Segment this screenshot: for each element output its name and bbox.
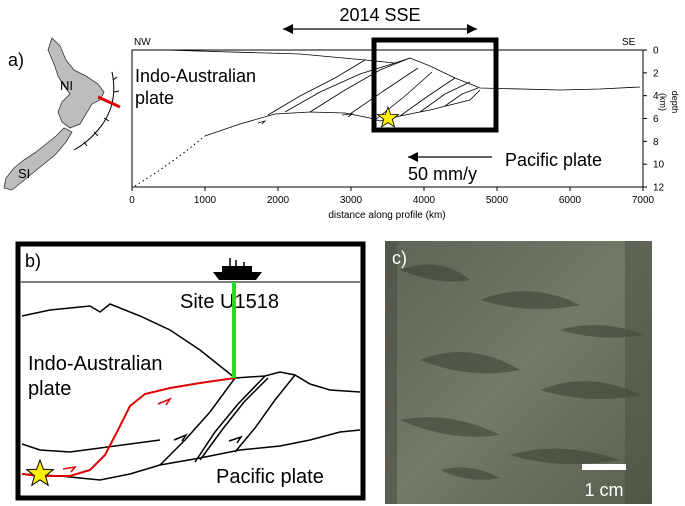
north-island-shape [47, 37, 105, 129]
x-tick-label: 7000 [632, 195, 655, 206]
core-texture [400, 264, 645, 480]
south-island-shape [3, 127, 73, 191]
south-island-label: SI [18, 166, 30, 181]
y-tick-label: 6 [653, 114, 659, 125]
new-zealand-map: NI SI [3, 37, 121, 191]
slip-sense-arrow [62, 465, 77, 473]
x-tick-label: 6000 [559, 195, 582, 206]
upper-thrust-line [21, 439, 161, 453]
site-label: Site U1518 [180, 291, 279, 313]
seafloor-line [21, 303, 361, 393]
indo-australian-label-line2: plate [135, 88, 174, 108]
core-edge-right [625, 241, 652, 504]
y-tick-label: 0 [653, 46, 659, 57]
plate-interface-line [21, 429, 361, 481]
y-axis: 0 2 4 6 8 10 12 [643, 46, 665, 194]
indo-australian-label-line1: Indo-Australian [135, 66, 256, 86]
se-label: SE [622, 37, 636, 48]
y-tick-label: 10 [653, 160, 665, 171]
indo-australian-label-line1: Indo-Australian [28, 353, 163, 375]
cross-section-plot: 0 1000 2000 3000 4000 5000 6000 7000 024681012 … [129, 5, 680, 221]
y-tick-label: 8 [653, 137, 659, 148]
x-tick-label: 3000 [340, 195, 363, 206]
x-tick-label: 4000 [413, 195, 436, 206]
slip-sense-arrow [257, 120, 267, 125]
zoom-box [371, 37, 499, 133]
indo-australian-label-line2: plate [28, 378, 71, 400]
profile-location-line [97, 95, 121, 109]
decollement-fault [21, 377, 236, 477]
slip-sense-arrow [157, 397, 172, 406]
north-island-label: NI [60, 78, 73, 93]
sse-label: 2014 SSE [339, 5, 420, 25]
x-tick-label: 0 [129, 195, 135, 206]
y-axis-label-unit: (km) [658, 93, 668, 111]
panel-c: c) 1 cm [385, 241, 652, 504]
slip-sense-arrow [341, 113, 354, 118]
panel-a-label: a) [8, 50, 24, 70]
y-axis-label-depth: depth [670, 91, 680, 114]
x-tick-label: 2000 [267, 195, 290, 206]
thrust-faults [267, 57, 479, 121]
x-axis-label: distance along profile (km) [328, 210, 445, 221]
ship-icon [213, 258, 262, 280]
pacific-plate-label: Pacific plate [216, 466, 324, 488]
nw-label: NW [134, 37, 151, 48]
pacific-plate-label: Pacific plate [505, 150, 602, 170]
x-axis: 0 1000 2000 3000 4000 5000 6000 7000 [129, 187, 655, 206]
panel-b-label: b) [25, 251, 41, 271]
scale-bar-label: 1 cm [584, 480, 623, 500]
y-tick-label: 12 [653, 183, 665, 194]
slip-sense-arrow [173, 433, 188, 442]
plate-interface-dotted [134, 135, 206, 187]
plate-interface-line [204, 89, 481, 137]
scale-bar [582, 464, 626, 470]
core-edge-left [385, 241, 397, 504]
panel-b: b) Site U1518 Indo-Austral [15, 241, 366, 501]
thrust-faults [159, 374, 296, 466]
panel-b-frame [15, 241, 366, 501]
x-tick-label: 1000 [194, 195, 217, 206]
plate-rate-label: 50 mm/y [408, 164, 477, 184]
star-marker [25, 458, 55, 487]
y-tick-label: 4 [653, 91, 659, 102]
panel-c-label: c) [392, 248, 407, 268]
slip-sense-arrow [228, 435, 243, 444]
seafloor-line [164, 49, 641, 91]
x-tick-label: 5000 [486, 195, 509, 206]
star-marker [376, 105, 400, 128]
y-tick-label: 2 [653, 68, 659, 79]
hikurangi-trench-line [73, 71, 115, 151]
